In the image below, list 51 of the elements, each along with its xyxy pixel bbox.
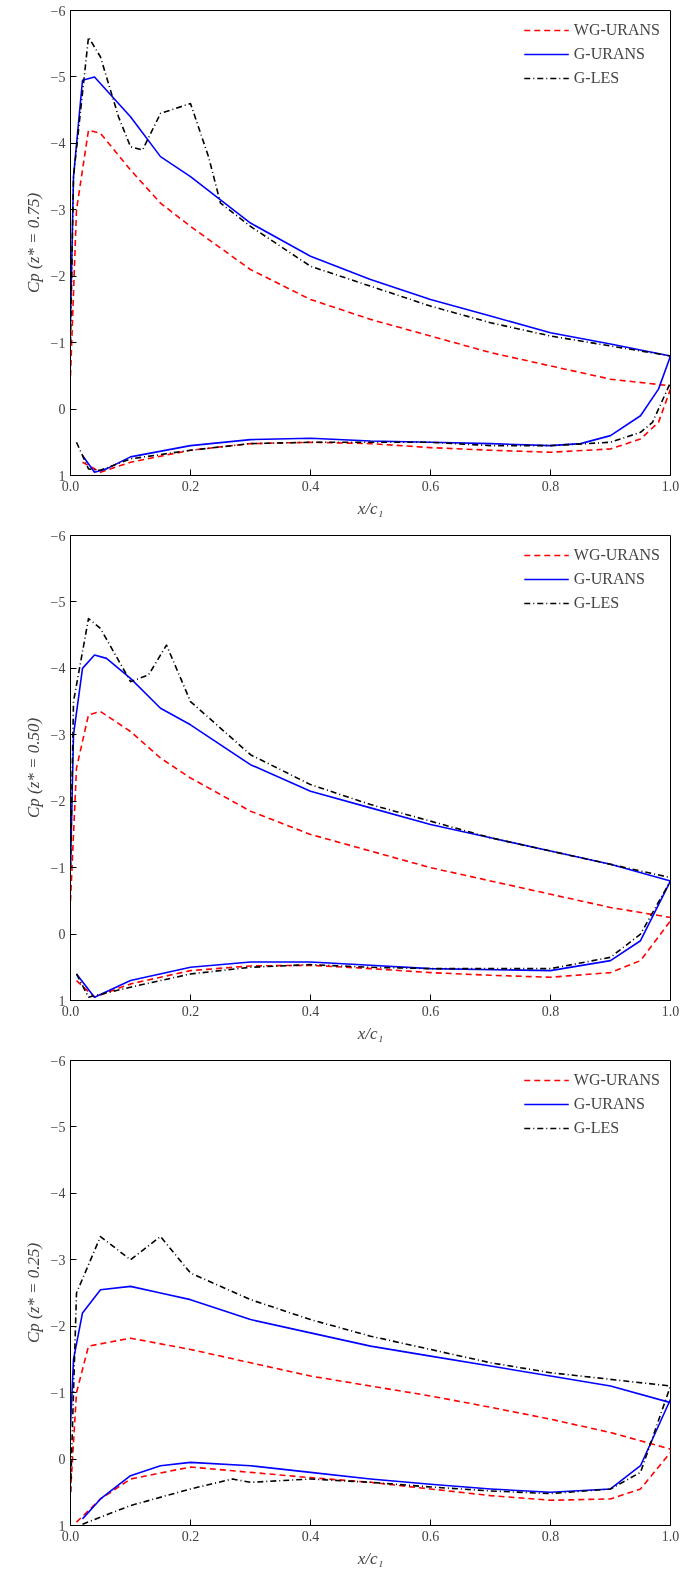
x-tick-label: 1.0	[661, 1003, 680, 1019]
x-tick-label: 0.2	[181, 478, 200, 494]
y-tick-label: −3	[50, 1252, 66, 1268]
y-tick-label: −5	[50, 594, 66, 610]
x-tick-label: 0.8	[541, 1003, 560, 1019]
x-tick-label: 0.4	[301, 478, 320, 494]
y-tick-label: −4	[50, 661, 66, 677]
y-tick-label: −4	[50, 1186, 66, 1202]
y-tick-label: −6	[50, 3, 66, 19]
y-tick-label: −1	[50, 1385, 66, 1401]
y-tick-label: −2	[50, 1319, 66, 1335]
legend-label: WG-URANS	[573, 1071, 660, 1089]
x-axis-title: x/c₁	[356, 1548, 384, 1568]
y-tick-label: −2	[50, 794, 66, 810]
y-tick-label: −3	[50, 202, 66, 218]
y-axis-title: Cp (z* = 0.25)	[23, 1242, 43, 1344]
x-tick-label: 0.6	[421, 1528, 440, 1544]
x-tick-label: 0.6	[421, 1003, 440, 1019]
y-tick-label: −3	[50, 727, 66, 743]
legend-label: G-URANS	[573, 1095, 645, 1113]
y-tick-label: −1	[50, 860, 66, 876]
x-tick-label: 0.2	[181, 1528, 200, 1544]
y-tick-label: 0	[58, 1452, 66, 1468]
x-tick-label: 0.8	[541, 478, 560, 494]
y-tick-label: −2	[50, 269, 66, 285]
y-tick-label: 0	[58, 402, 66, 418]
legend-label: G-URANS	[573, 45, 645, 63]
y-tick-label: −5	[50, 1119, 66, 1135]
x-axis-title: x/c₁	[356, 498, 384, 518]
x-tick-label: 1.0	[661, 1528, 680, 1544]
y-tick-label: −6	[50, 528, 66, 544]
y-tick-label: −1	[50, 335, 66, 351]
legend-label: G-LES	[573, 1119, 620, 1137]
y-tick-label: −6	[50, 1053, 66, 1069]
y-axis-title: Cp (z* = 0.75)	[23, 192, 43, 294]
x-tick-label: 1.0	[661, 478, 680, 494]
x-tick-label: 0.4	[301, 1528, 320, 1544]
y-tick-label: −4	[50, 136, 66, 152]
legend-label: WG-URANS	[573, 546, 660, 564]
x-axis-title: x/c₁	[356, 1023, 384, 1043]
y-tick-label: 0	[58, 927, 66, 943]
legend-label: G-URANS	[573, 570, 645, 588]
x-tick-label: 0.4	[301, 1003, 320, 1019]
x-tick-label: 0.2	[181, 1003, 200, 1019]
legend-label: WG-URANS	[573, 21, 660, 39]
legend-label: G-LES	[573, 594, 620, 612]
x-tick-label: 0.6	[421, 478, 440, 494]
y-axis-title: Cp (z* = 0.50)	[23, 717, 43, 819]
y-tick-label: −5	[50, 69, 66, 85]
legend-label: G-LES	[573, 69, 620, 87]
x-tick-label: 0.8	[541, 1528, 560, 1544]
